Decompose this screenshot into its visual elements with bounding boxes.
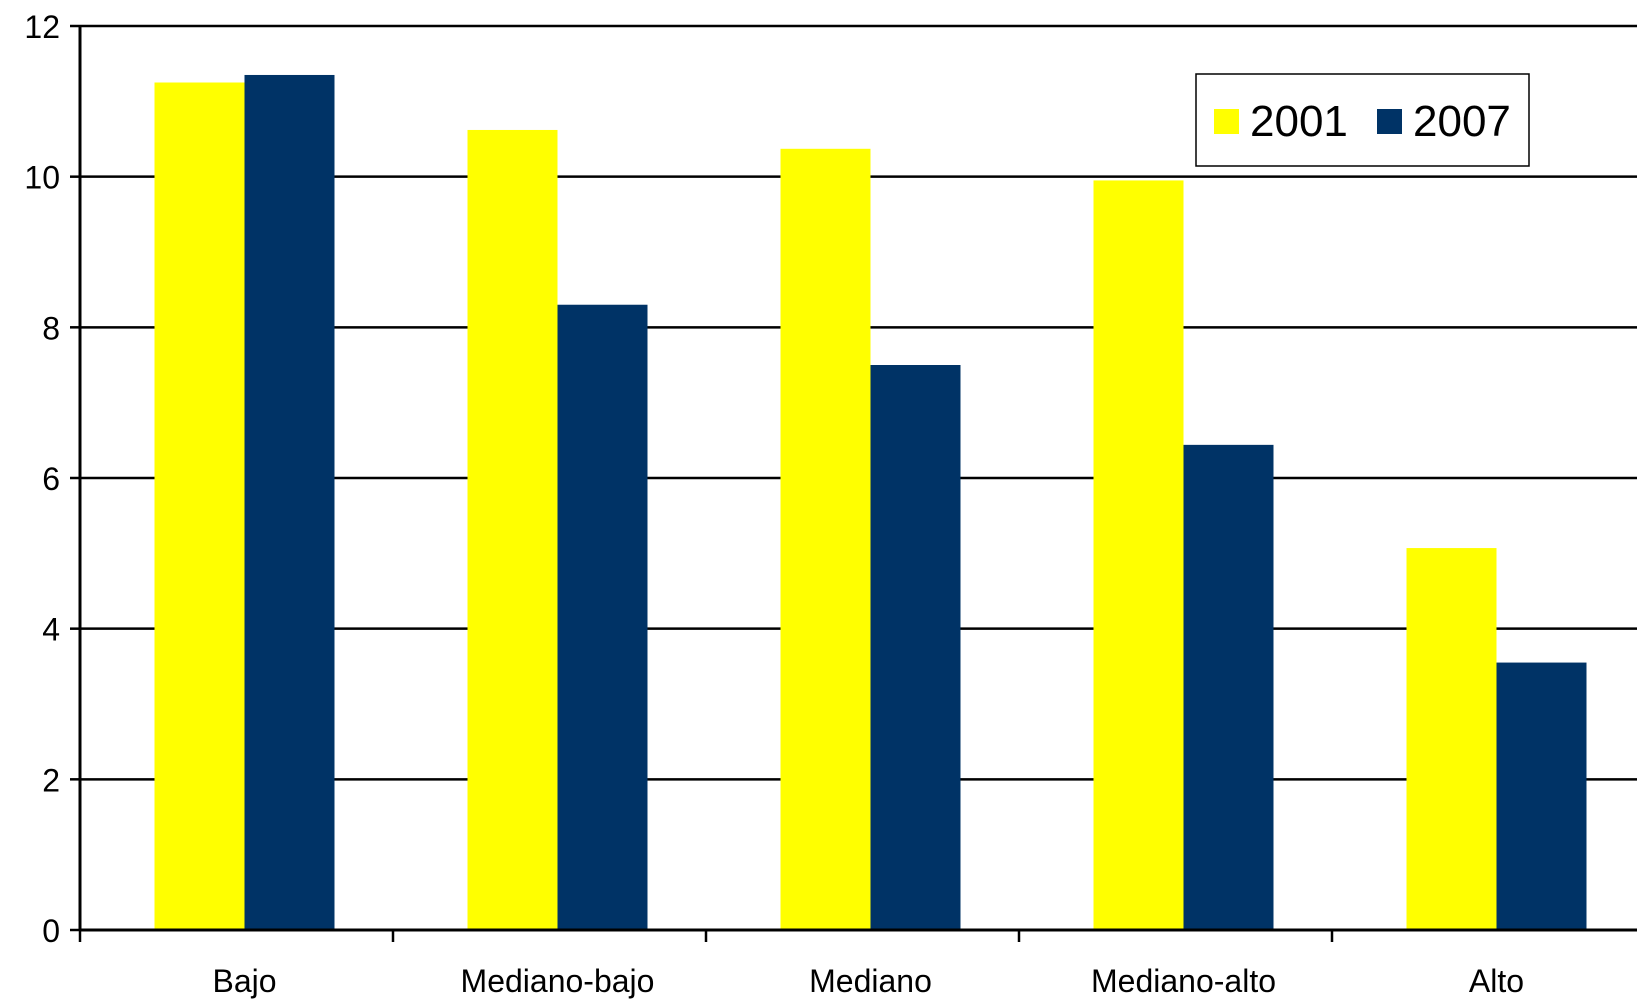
x-tick-label: Mediano-alto (1091, 963, 1276, 999)
x-tick-label: Mediano-bajo (461, 963, 655, 999)
bar-2001-mediano-bajo (467, 129, 558, 930)
y-tick-label: 6 (42, 461, 60, 497)
legend-box (1195, 73, 1530, 167)
y-ticks: 0 2 4 6 8 10 12 (24, 9, 80, 949)
y-tick-label: 4 (42, 612, 60, 648)
bar-2007-alto (1496, 662, 1587, 930)
bar-2007-bajo (244, 74, 335, 930)
legend-swatch-2001 (1214, 109, 1239, 134)
legend: 2001 2007 (1195, 73, 1530, 167)
legend-swatch-2007 (1377, 109, 1402, 134)
x-tick-label: Bajo (212, 963, 276, 999)
y-tick-label: 12 (24, 9, 60, 45)
bar-2001-mediano (780, 148, 871, 930)
legend-label-2007: 2007 (1413, 97, 1511, 146)
y-tick-label: 0 (42, 913, 60, 949)
bars (154, 74, 1587, 930)
y-tick-label: 2 (42, 762, 60, 798)
x-tick-label: Mediano (809, 963, 932, 999)
x-ticks: Bajo Mediano-bajo Mediano Mediano-alto Alto (78, 930, 1524, 999)
bar-2007-mediano (870, 365, 961, 930)
x-tick-label: Alto (1469, 963, 1524, 999)
bar-2001-mediano-alto (1093, 180, 1184, 930)
bar-2001-bajo (154, 82, 245, 930)
bar-2001-alto (1406, 548, 1497, 930)
bar-2007-mediano-bajo (557, 304, 648, 930)
y-tick-label: 8 (42, 310, 60, 346)
y-tick-label: 10 (24, 160, 60, 196)
legend-label-2001: 2001 (1250, 97, 1348, 146)
bar-2007-mediano-alto (1183, 444, 1274, 930)
